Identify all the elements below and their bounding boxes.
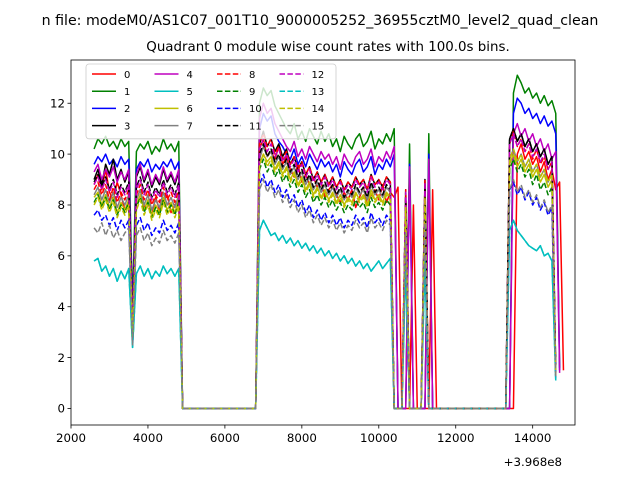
legend-label-4: 4 [187, 70, 193, 81]
chart-title: Quadrant 0 module wise count rates with … [146, 40, 509, 55]
legend-label-3: 3 [124, 121, 130, 132]
legend-label-14: 14 [312, 104, 325, 115]
legend-label-2: 2 [124, 104, 130, 115]
legend-label-12: 12 [312, 70, 325, 81]
legend-label-8: 8 [249, 70, 255, 81]
x-tick-label: 4000 [133, 431, 163, 445]
legend-box [85, 63, 337, 140]
legend-label-1: 1 [124, 87, 130, 98]
legend-label-5: 5 [187, 87, 193, 98]
legend-label-0: 0 [124, 70, 130, 81]
y-tick-label: 6 [57, 249, 65, 263]
y-tick-label: 8 [57, 198, 65, 212]
x-tick-label: 10000 [360, 431, 398, 445]
legend-label-15: 15 [312, 121, 325, 132]
series-line-14 [93, 148, 557, 410]
legend-label-10: 10 [249, 104, 262, 115]
legend-label-11: 11 [249, 121, 262, 132]
legend-label-13: 13 [312, 87, 325, 98]
x-tick-label: 2000 [56, 431, 86, 445]
legend-label-6: 6 [187, 104, 193, 115]
series-line-13 [93, 219, 557, 410]
x-tick-label: 6000 [210, 431, 240, 445]
legend-label-9: 9 [249, 87, 255, 98]
y-tick-label: 4 [57, 300, 65, 314]
x-axis-offset-label: +3.968e8 [504, 455, 562, 469]
y-tick-label: 12 [50, 96, 65, 110]
x-tick-label: 14000 [514, 431, 552, 445]
series-line-9 [93, 158, 557, 410]
y-tick-label: 10 [50, 147, 65, 161]
x-tick-label: 12000 [437, 431, 475, 445]
chart-suptitle: n file: modeM0/AS1C07_001T10_9000005252_… [42, 13, 599, 29]
series-line-10 [93, 173, 557, 410]
x-tick-label: 8000 [287, 431, 317, 445]
legend-label-7: 7 [187, 121, 193, 132]
axes-frame [70, 59, 576, 426]
series-line-15 [93, 178, 557, 410]
y-tick-label: 2 [57, 351, 65, 365]
series-line-12 [93, 133, 557, 410]
y-tick-label: 0 [57, 402, 65, 416]
